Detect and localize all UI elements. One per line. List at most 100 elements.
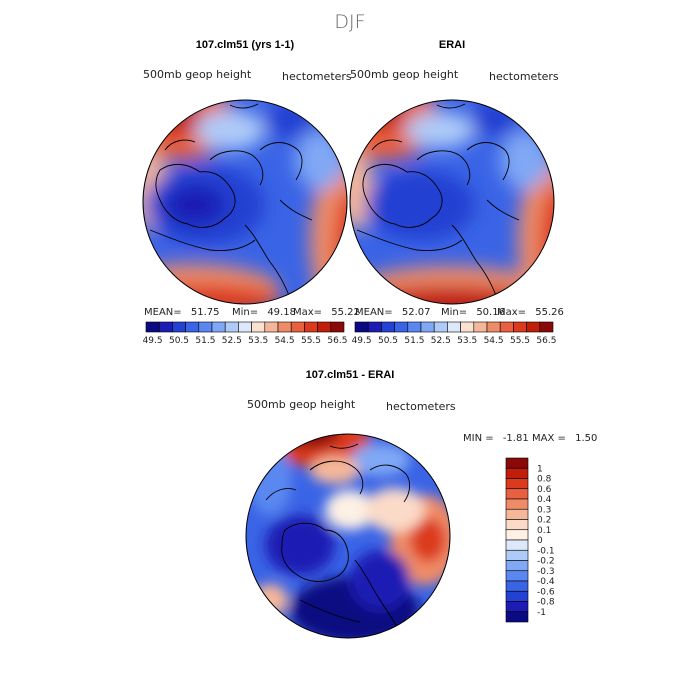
- colorbar-swatch: [505, 478, 529, 490]
- colorbar-tick-label: 0.8: [537, 475, 552, 485]
- colorbar-tick-label: 53.5: [457, 336, 477, 346]
- stat-mean-label: MEAN=: [355, 307, 393, 318]
- colorbar-swatch: [526, 321, 541, 333]
- colorbar-tick-label: 54.5: [484, 336, 504, 346]
- colorbar-tick-label: 51.5: [404, 336, 424, 346]
- colorbar-tick-label: 49.5: [143, 336, 163, 346]
- colorbar-tick-label: 52.5: [431, 336, 451, 346]
- colorbar-swatch: [158, 321, 173, 333]
- colorbar-swatch: [505, 560, 529, 572]
- stat-mean-value: 51.75: [191, 307, 220, 318]
- colorbar-swatch: [354, 321, 369, 333]
- colorbar-swatch: [505, 601, 529, 613]
- colorbar-tick-label: 56.5: [536, 336, 556, 346]
- colorbar-swatch: [420, 321, 435, 333]
- coastlines: [265, 443, 411, 637]
- polar-map: [143, 100, 347, 304]
- stat-min-value: 50.16: [476, 307, 505, 318]
- colorbar-tick-label: 56.5: [327, 336, 347, 346]
- colorbar-swatch: [185, 321, 200, 333]
- colorbar-tick-label: 0.4: [537, 495, 552, 505]
- stat-min-label: Min=: [232, 307, 258, 318]
- colorbar-swatch: [505, 590, 529, 602]
- stat-mean: MEAN= 52.07: [355, 307, 430, 318]
- colorbar-swatch: [447, 321, 461, 333]
- polar-map: [350, 100, 554, 304]
- colorbar-tick-label: 1: [537, 464, 543, 474]
- colorbar-tick-label: 49.5: [352, 336, 372, 346]
- colorbar-swatch: [198, 321, 213, 333]
- coastlines: [356, 103, 520, 299]
- stat-min-value: 49.18: [267, 307, 296, 318]
- stat-mean-label: MEAN=: [144, 307, 182, 318]
- colorbar-tick-label: -0.3: [537, 567, 555, 577]
- stat-max-label: Max=: [293, 307, 322, 318]
- stat-min-label: Min=: [441, 307, 467, 318]
- colorbar-tick-label: 0.3: [537, 505, 551, 515]
- stat-min: Min= 49.18: [232, 307, 296, 318]
- colorbar-swatch: [407, 321, 422, 333]
- colorbar-swatch: [499, 321, 514, 333]
- colorbar-swatch: [264, 321, 279, 333]
- colorbar-tick-label: 51.5: [195, 336, 215, 346]
- colorbar-tick-label: -0.8: [537, 598, 555, 608]
- colorbar: 49.5 50.5 51.5 52.5 53.5 54.5 55.5 56.5: [143, 321, 347, 346]
- colorbar-swatch: [238, 321, 252, 333]
- colorbar-swatch: [513, 321, 527, 333]
- colorbar-tick-label: 55.5: [510, 336, 530, 346]
- colorbar-swatch: [505, 580, 529, 592]
- colorbar-tick-label: 50.5: [378, 336, 398, 346]
- colorbar-swatch: [505, 611, 529, 623]
- stat-min-label: MIN =: [463, 433, 494, 444]
- colorbar-swatch: [317, 321, 332, 333]
- stat-mean: MEAN= 51.75: [144, 307, 219, 318]
- colorbar-swatch: [473, 321, 488, 333]
- colorbar-swatch: [367, 321, 382, 333]
- panel-units-label: hectometers: [282, 70, 352, 83]
- colorbar-swatch: [486, 321, 501, 333]
- colorbar-tick-label: -0.6: [537, 587, 555, 597]
- colorbar-swatch: [172, 321, 186, 333]
- colorbar-tick-label: -0.2: [537, 557, 555, 567]
- colorbar-swatch: [433, 321, 448, 333]
- colorbar-swatch: [277, 321, 292, 333]
- colorbar-tick-label: 0.2: [537, 516, 551, 526]
- stat-max-label: MAX =: [532, 433, 566, 444]
- colorbar-swatch: [505, 549, 529, 561]
- colorbar-tick-label: -1: [537, 608, 546, 618]
- panel-erai: ERAI 500mb geop height hectometers: [349, 39, 564, 346]
- colorbar-tick-label: 0.6: [537, 485, 552, 495]
- stat-max-value: 55.22: [331, 307, 360, 318]
- polar-map: [246, 434, 450, 638]
- colorbar-swatch: [505, 508, 529, 520]
- colorbar-tick-label: 50.5: [169, 336, 189, 346]
- figure-super-title: DJF: [334, 11, 365, 33]
- colorbar-tick-label: 52.5: [222, 336, 242, 346]
- panel-variable-label: 500mb geop height: [247, 398, 356, 411]
- colorbar-tick-label: 55.5: [301, 336, 321, 346]
- stat-max: Max= 55.26: [497, 307, 564, 318]
- colorbar-swatch: [539, 321, 554, 333]
- panel-variable-label: 500mb geop height: [350, 68, 459, 81]
- colorbar: 49.5 50.5 51.5 52.5 53.5 54.5 55.5 56.5: [352, 321, 556, 346]
- colorbar-swatch: [381, 321, 395, 333]
- colorbar-tick-label: -0.4: [537, 577, 555, 587]
- colorbar-swatch: [505, 570, 529, 582]
- coastlines: [149, 103, 313, 299]
- colorbar-swatch: [505, 529, 529, 541]
- colorbar-swatch: [224, 321, 239, 333]
- colorbar-swatch: [505, 457, 529, 469]
- stat-mean-value: 52.07: [402, 307, 431, 318]
- colorbar-tick-label: 0: [537, 536, 543, 546]
- colorbar-swatch: [505, 488, 529, 500]
- stat-min: Min= 50.16: [441, 307, 505, 318]
- colorbar-swatch: [505, 539, 529, 551]
- colorbar-swatch: [505, 519, 529, 531]
- panel-model: 107.clm51 (yrs 1-1) 500mb geop height he…: [142, 39, 360, 346]
- colorbar-swatch: [394, 321, 409, 333]
- stat-min-value: -1.81: [503, 433, 529, 444]
- colorbar-swatch: [330, 321, 345, 333]
- colorbar-tick-label: 0.1: [537, 526, 551, 536]
- stat-max-label: Max=: [497, 307, 526, 318]
